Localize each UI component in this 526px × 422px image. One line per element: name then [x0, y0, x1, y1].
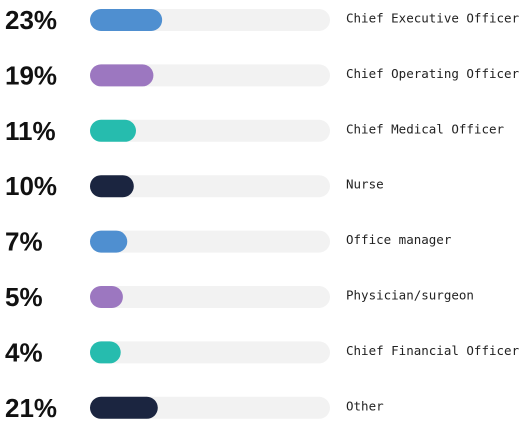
percent-label: 4%	[5, 337, 43, 367]
percent-label: 5%	[5, 282, 43, 312]
category-label: Chief Executive Officer	[346, 11, 520, 26]
category-label: Other	[346, 398, 384, 413]
percent-label: 10%	[5, 171, 57, 201]
percent-label: 19%	[5, 60, 57, 90]
bar	[90, 286, 123, 308]
bar-track	[90, 175, 330, 198]
bar-track	[90, 230, 330, 253]
percent-label: 21%	[5, 393, 57, 422]
bar	[90, 396, 158, 419]
category-label: Office manager	[346, 232, 452, 247]
category-label: Physician/surgeon	[346, 288, 474, 303]
percent-label: 7%	[5, 227, 43, 257]
percent-label: 11%	[5, 116, 56, 146]
bar	[90, 230, 128, 253]
category-label: Chief Operating Officer	[346, 66, 520, 81]
bar	[90, 64, 154, 87]
percent-label: 23%	[5, 5, 57, 35]
bar	[90, 175, 134, 198]
bar	[90, 119, 136, 142]
bar-track	[90, 341, 330, 364]
bar-track	[90, 286, 330, 308]
bar	[90, 9, 163, 31]
category-label: Nurse	[346, 177, 384, 192]
category-label: Chief Financial Officer	[346, 343, 520, 358]
bar	[90, 341, 121, 364]
category-label: Chief Medical Officer	[346, 121, 505, 136]
bar-track	[90, 119, 330, 142]
